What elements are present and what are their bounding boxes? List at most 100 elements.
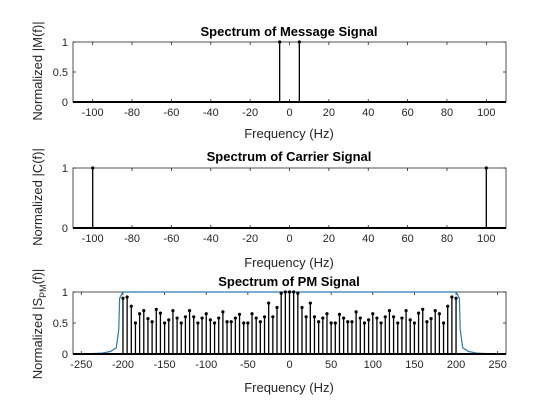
message-y-tick-label: 0 [62, 97, 68, 109]
pm-stem-marker [429, 317, 433, 321]
pm-x-tick-label: -150 [154, 359, 176, 371]
message-x-tick-label: 100 [477, 107, 495, 119]
pm-x-tick-label: -200 [112, 359, 134, 371]
message-x-tick-label: 40 [362, 107, 374, 119]
message-x-tick-label: -60 [163, 107, 179, 119]
pm-stem-marker [196, 321, 200, 325]
pm-stem-marker [354, 310, 358, 314]
pm-stem-marker [192, 315, 196, 319]
pm-stem-marker [271, 315, 275, 319]
pm-y-tick-label: 0 [62, 349, 68, 361]
pm-stem-marker [283, 290, 287, 294]
message-x-tick-label: -40 [203, 107, 219, 119]
message-spectrum-subplot: Spectrum of Message Signal Normalized |M… [30, 21, 507, 141]
pm-stem-marker [329, 321, 333, 325]
pm-stem-marker [300, 305, 304, 310]
carrier-y-tick-label: 0 [62, 223, 68, 235]
pm-y-tick-label: 0.5 [53, 318, 68, 330]
pm-stem-marker [121, 296, 125, 300]
pm-spectrum-title: Spectrum of PM Signal [218, 274, 360, 289]
message-x-tick-label: 60 [401, 107, 413, 119]
pm-stem-marker [204, 312, 208, 316]
pm-stem-marker [187, 309, 192, 313]
message-y-tick-label: 1 [62, 37, 68, 49]
pm-stem-marker [138, 312, 142, 316]
pm-stem-marker [433, 309, 437, 313]
carrier-x-tick-label: 100 [477, 233, 495, 245]
pm-stem-marker [267, 301, 271, 305]
pm-stem-marker [337, 312, 342, 316]
pm-stem-marker [387, 309, 392, 313]
pm-stem-marker [450, 295, 454, 299]
pm-stem-marker [175, 316, 179, 320]
pm-stem-marker [212, 321, 217, 325]
pm-stem-marker [262, 315, 267, 319]
pm-stem-marker [179, 321, 183, 325]
message-x-tick-label: -80 [124, 107, 140, 119]
pm-stem-marker [350, 320, 354, 324]
pm-stem-marker [279, 291, 283, 295]
carrier-x-tick-label: 60 [401, 233, 413, 245]
pm-stem-marker [367, 318, 371, 322]
carrier-x-tick-label: -20 [242, 233, 258, 245]
pm-stem-marker [242, 321, 246, 325]
pm-x-tick-label: -50 [240, 359, 256, 371]
message-x-tick-label: 20 [323, 107, 335, 119]
pm-stem-marker [400, 316, 404, 320]
pm-stem-marker [321, 316, 325, 320]
pm-stem-marker [308, 301, 312, 305]
pm-stem-marker [371, 312, 375, 316]
message-spectrum-title: Spectrum of Message Signal [201, 24, 378, 39]
carrier-x-tick-label: -40 [203, 233, 219, 245]
carrier-spectrum-ylabel: Normalized |C(f)| [30, 148, 45, 246]
carrier-x-tick-label: -80 [124, 233, 140, 245]
pm-stem-marker [358, 316, 362, 320]
pm-stem-marker [312, 315, 317, 319]
pm-stem-marker [171, 309, 175, 313]
pm-spectrum-xlabel: Frequency (Hz) [244, 380, 334, 395]
pm-stem-marker [154, 307, 158, 311]
message-x-tick-label: 0 [286, 107, 292, 119]
pm-stem-marker [158, 311, 163, 315]
pm-stem-marker [325, 312, 329, 316]
pm-stem-marker [408, 318, 412, 322]
pm-x-tick-label: -100 [195, 359, 217, 371]
message-x-tick-label: -20 [242, 107, 258, 119]
pm-stem-marker [275, 305, 279, 310]
carrier-stem-marker [91, 166, 95, 170]
carrier-spectrum-title: Spectrum of Carrier Signal [207, 149, 372, 164]
pm-stem-marker [133, 321, 138, 325]
pm-stem-marker [421, 307, 425, 311]
pm-stem-marker [454, 296, 458, 300]
pm-stem-marker [412, 321, 417, 325]
pm-stem-marker [333, 321, 337, 325]
pm-ylabel-sub: PM [38, 284, 48, 298]
pm-stem-marker [292, 290, 296, 294]
pm-spectrum-subplot: Spectrum of PM Signal Normalized |SPM(f)… [30, 269, 507, 395]
pm-stem-marker [362, 321, 367, 325]
pm-stem-marker [167, 318, 171, 322]
pm-stem-marker [379, 321, 383, 325]
pm-stem-marker [296, 291, 300, 295]
pm-stem-marker [229, 320, 233, 324]
pm-stem-marker [208, 318, 212, 322]
carrier-axes-box [72, 167, 507, 229]
pm-stem-marker [383, 315, 387, 319]
pm-stem-marker [404, 309, 408, 313]
pm-spectrum-ylabel: Normalized |SPM(f)| [30, 269, 48, 380]
pm-stem-marker [200, 316, 204, 320]
pm-stem-marker [317, 320, 321, 324]
message-spectrum-ylabel: Normalized |M(f)| [30, 21, 45, 120]
pm-x-tick-label: -250 [70, 359, 92, 371]
pm-ylabel-main: Normalized |S [30, 298, 45, 380]
message-stem-marker [297, 40, 301, 44]
pm-stem-marker [246, 321, 250, 325]
pm-x-tick-label: 150 [405, 359, 423, 371]
pm-stem-marker [391, 315, 396, 319]
message-x-tick-label: 80 [441, 107, 453, 119]
pm-ylabel-tail: (f)| [30, 269, 45, 285]
carrier-x-tick-label: 20 [323, 233, 335, 245]
pm-stem-marker [146, 317, 150, 321]
pm-stem-marker [183, 315, 188, 319]
